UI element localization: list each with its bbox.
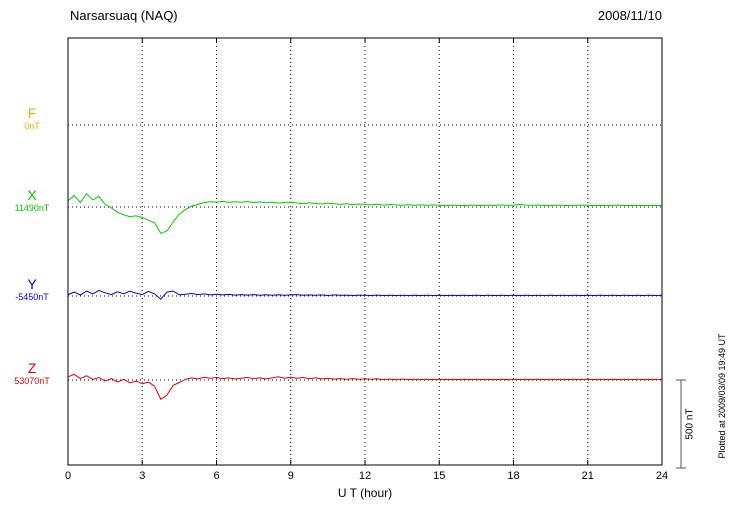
series-letter-x: X: [27, 187, 37, 203]
baseline-gridlines: [68, 124, 662, 381]
x-tick-label: 24: [656, 470, 668, 482]
page-title: Narsarsuaq (NAQ): [70, 8, 178, 23]
trace-x: [67, 193, 663, 235]
x-tick-label: 0: [65, 470, 71, 482]
x-tick-label: 9: [288, 470, 294, 482]
x-tick-label: 21: [582, 470, 594, 482]
series-label-x: X 11490nT: [2, 188, 62, 214]
date-label: 2008/11/10: [597, 8, 662, 23]
scale-bar: [676, 379, 686, 469]
series-letter-z: Z: [27, 360, 37, 376]
series-label-f: F 0nT: [2, 106, 62, 132]
series-baseline-x: 11490nT: [14, 203, 50, 213]
x-tick-label: 3: [139, 470, 145, 482]
x-tick-label: 18: [507, 470, 519, 482]
series-label-y: Y -5450nT: [2, 277, 62, 303]
scale-bar-label: 500 nT: [684, 408, 696, 440]
series-label-z: Z 53070nT: [2, 361, 62, 387]
vertical-gridlines: [141, 38, 589, 465]
series-letter-y: Y: [27, 276, 37, 292]
series-baseline-f: 0nT: [24, 121, 40, 131]
x-tick-label: 6: [213, 470, 219, 482]
series-letter-f: F: [27, 105, 37, 121]
trace-y: [67, 289, 663, 300]
trace-z: [67, 373, 663, 401]
x-axis-ticks: 0 3 6 9 12 15 18 21 24: [65, 38, 668, 482]
series-baseline-z: 53070nT: [14, 376, 50, 386]
plotted-at-note: Plotted at 2009/03/09 19:49 UT: [717, 333, 727, 459]
x-tick-label: 15: [433, 470, 445, 482]
x-axis-title: U T (hour): [337, 486, 393, 500]
series-baseline-y: -5450nT: [15, 292, 49, 302]
x-tick-label: 12: [359, 470, 371, 482]
